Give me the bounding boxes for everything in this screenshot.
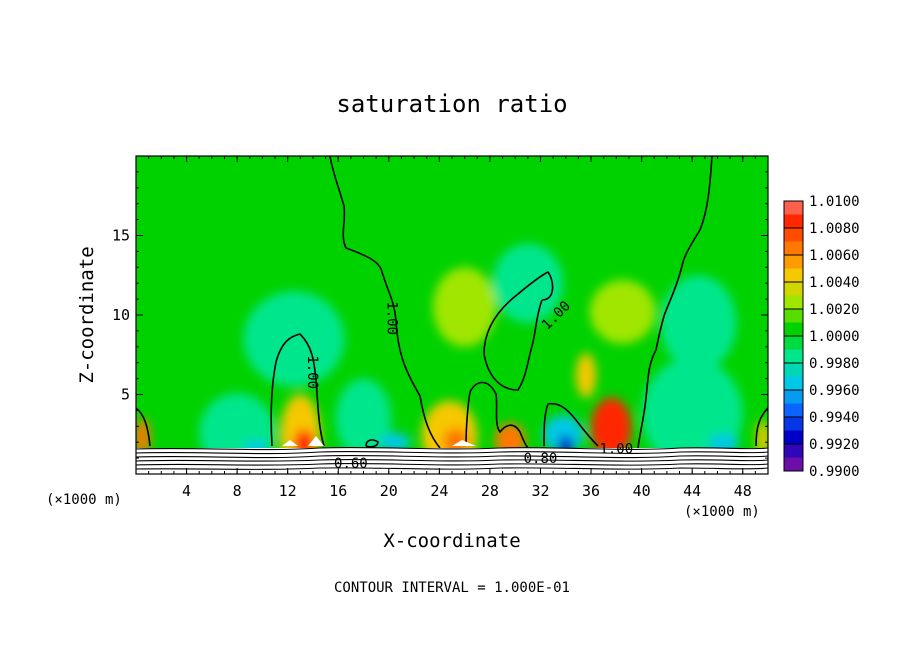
y-tick-label: 5 [121,386,130,404]
white-patch [452,440,476,446]
white-patch [282,440,298,446]
x-tick-label: 24 [430,482,448,500]
colorbar-label: 0.9940 [809,410,860,426]
x-tick-label: 36 [582,482,600,500]
x-tick-label: 44 [683,482,701,500]
plot-area: 1.001.00 1.001.000.60 0.80 [136,156,768,474]
y-axis-ticks: 5 10 15 [112,155,768,475]
x-unit-right: (×1000 m) [684,504,760,520]
colorbar-label: 1.0100 [809,194,860,210]
surface-contour [136,446,768,451]
x-tick-label: 4 [182,482,191,500]
field-anomaly [575,353,597,398]
surface-contour [136,458,768,462]
surface-white-patches [282,436,476,446]
x-tick-label: 20 [380,482,398,500]
field-anomaly [591,397,632,459]
y-axis-label: Z-coordinate [76,246,98,383]
surface-contour [136,454,768,459]
field-anomaly [379,432,411,452]
x-tick-label: 8 [233,482,242,500]
colorbar-swatch-shade [784,390,803,404]
colorbar: 0.9900 0.9920 0.9940 0.9960 0.9980 1.0000 1.00… [783,194,860,480]
contour-1.00-right-column [637,156,713,449]
contour-1.00-mid-loop [483,270,554,391]
colorbar-swatch-shade [784,417,803,431]
field-anomaly [335,378,392,459]
contour-label: 1.00 [599,442,633,458]
colorbar-swatch-shade [784,201,803,215]
field-anomaly [243,291,345,387]
contour-label: 0.80 [524,451,558,467]
y-tick-label: 10 [112,306,130,324]
colorbar-label: 0.9900 [809,464,860,480]
contour-1.00-small-loop [365,439,379,448]
colorbar-label: 1.0020 [809,302,860,318]
contour-1.00-left-plume [270,333,325,447]
colorbar-swatch-shade [784,282,803,296]
colorbar-label: 1.0080 [809,221,860,237]
contour-label: 1.00 [304,355,320,389]
colorbar-swatch-shade [784,363,803,377]
colorbar-swatch-shade [784,444,803,458]
x-tick-label: 32 [531,482,549,500]
chart-title: saturation ratio [336,90,567,118]
field-anomaly [433,267,497,347]
colorbar-swatch-shade [784,309,803,323]
field-anomaly [543,415,584,454]
colorbar-swatch-shade [784,336,803,350]
field-anomaly [660,275,737,371]
contour-1.00-left-column [329,156,441,449]
y-tick-label: 15 [112,227,130,245]
contour-1.00-cloud-top [543,402,599,447]
x-tick-label: 16 [329,482,347,500]
contour-1.00-mid-bump [465,381,529,449]
x-tick-label: 12 [279,482,297,500]
colorbar-label: 0.9980 [809,356,860,372]
surface-contour [136,462,768,466]
colorbar-swatch-shade [784,228,803,242]
colorbar-swatch-shade [784,255,803,269]
x-tick-label: 40 [633,482,651,500]
field-anomaly [589,280,656,344]
surface-contour [136,450,768,455]
colorbar-label: 1.0060 [809,248,860,264]
contour-1.00-left-edge [136,407,151,447]
colorbar-label: 0.9920 [809,437,860,453]
contour-interval-footer: CONTOUR INTERVAL = 1.000E-01 [334,580,570,596]
colorbar-label: 1.0040 [809,275,860,291]
x-axis-label: X-coordinate [383,530,520,552]
contour-label: 0.60 [334,456,368,472]
white-patch [308,436,324,446]
x-tick-label: 48 [734,482,752,500]
x-axis-ticks: 4 8 12 16 20 24 28 32 36 40 44 48 [135,156,769,500]
contour-label: 1.00 [384,301,400,335]
x-tick-label: 28 [481,482,499,500]
field-anomaly [492,243,564,323]
colorbar-label: 0.9960 [809,383,860,399]
x-unit-left: (×1000 m) [46,492,122,508]
colorbar-label: 1.0000 [809,329,860,345]
